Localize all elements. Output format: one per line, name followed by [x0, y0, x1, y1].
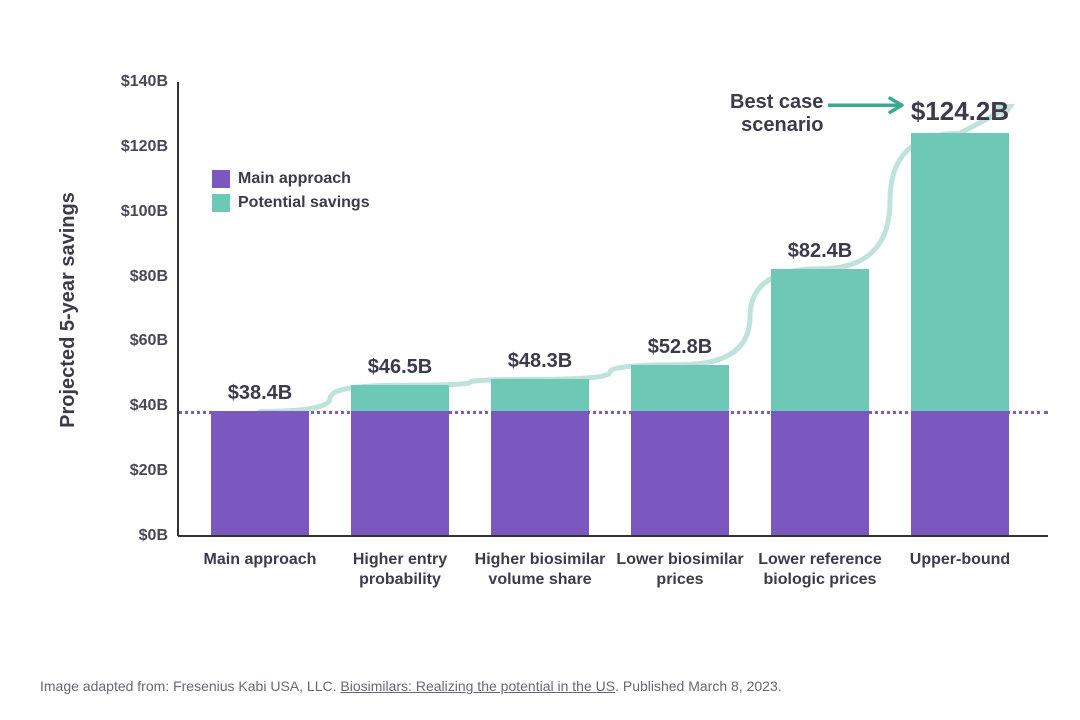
source-prefix: Image adapted from: Fresenius Kabi USA, …: [40, 678, 340, 694]
source-suffix: . Published March 8, 2023.: [615, 678, 782, 694]
source-citation: Image adapted from: Fresenius Kabi USA, …: [40, 678, 782, 694]
source-title: Biosimilars: Realizing the potential in …: [340, 678, 615, 694]
annotation-arrow-icon: [0, 0, 1080, 720]
chart-container: Projected 5-year savings $0B$20B$40B$60B…: [0, 0, 1080, 720]
